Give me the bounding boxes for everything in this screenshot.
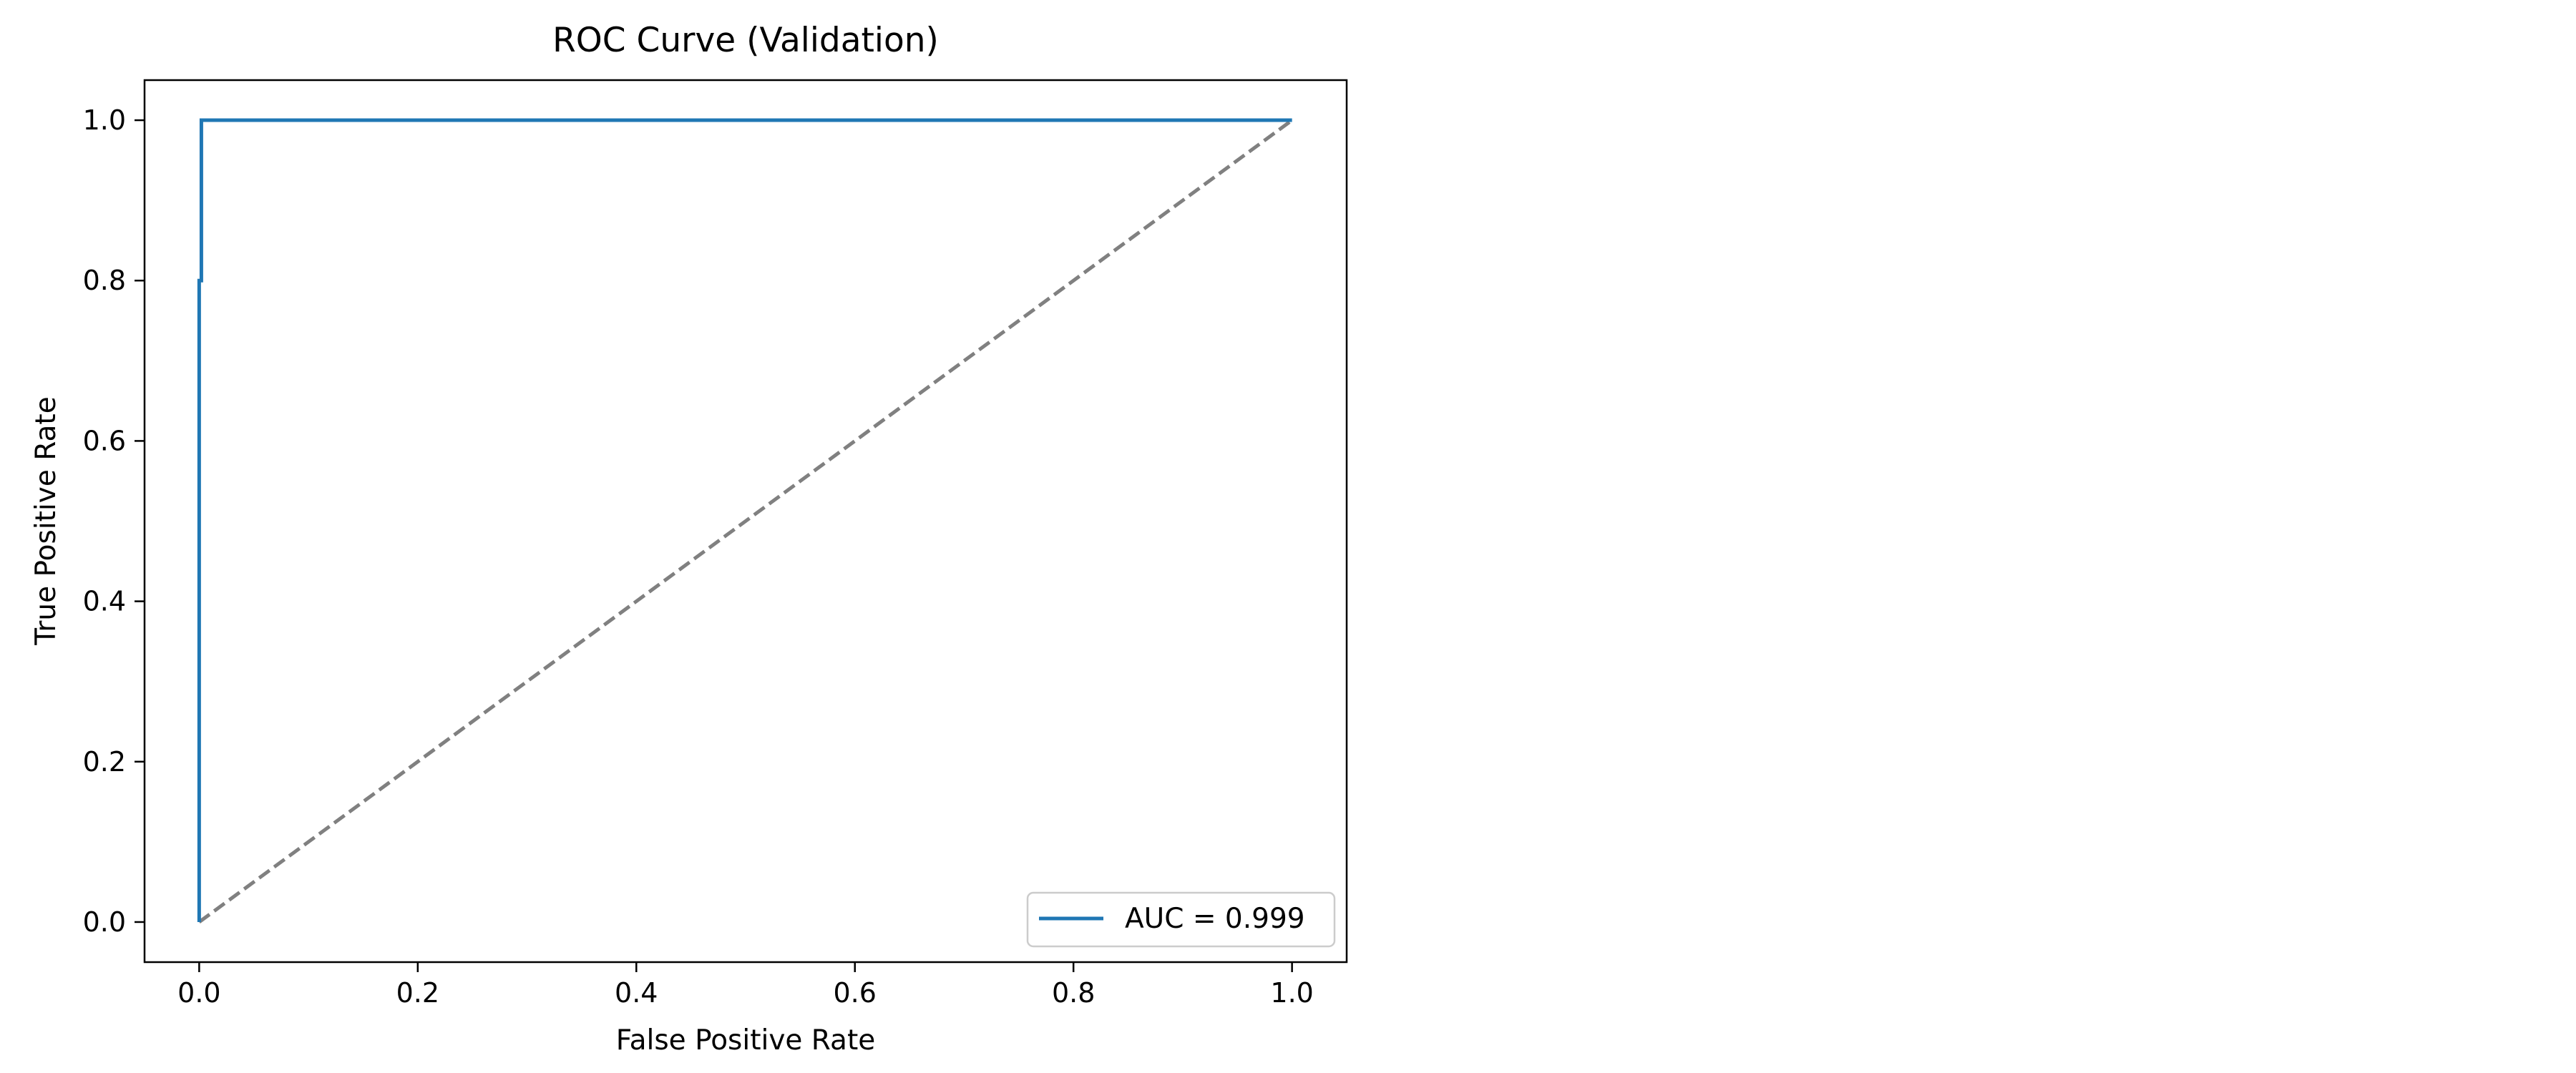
plot-area: [143, 79, 1348, 964]
y-tick-label: 0.0: [83, 906, 126, 938]
y-tick-label: 0.6: [83, 425, 126, 456]
y-axis-ticks: 0.0 0.2 0.4 0.6 0.8 1.0: [83, 104, 145, 938]
legend: AUC = 0.999: [1026, 891, 1336, 948]
series-layer: [197, 118, 1292, 922]
y-tick-label: 0.2: [83, 746, 126, 778]
x-axis-label: False Positive Rate: [616, 1024, 875, 1057]
chart-title: ROC Curve (Validation): [552, 21, 939, 60]
legend-label: AUC = 0.999: [1125, 903, 1305, 935]
y-axis-label: True Positive Rate: [30, 396, 62, 645]
x-axis-ticks: 0.0 0.2 0.4 0.6 0.8 1.0: [177, 962, 1314, 1009]
x-tick-label: 0.8: [1052, 977, 1095, 1009]
y-tick-label: 0.4: [83, 586, 126, 617]
legend-box: [1026, 891, 1336, 948]
y-tick-label: 1.0: [83, 104, 126, 136]
y-tick-label: 0.8: [83, 265, 126, 296]
chance-diagonal-line: [197, 119, 1294, 923]
x-tick-label: 0.2: [396, 977, 439, 1009]
x-tick-label: 1.0: [1270, 977, 1313, 1009]
x-tick-label: 0.6: [834, 977, 877, 1009]
x-tick-label: 0.0: [177, 977, 220, 1009]
roc-curve-line: [197, 118, 1292, 922]
x-tick-label: 0.4: [615, 977, 658, 1009]
axes-frame: [143, 79, 1348, 964]
reference-line-layer: [197, 119, 1294, 923]
